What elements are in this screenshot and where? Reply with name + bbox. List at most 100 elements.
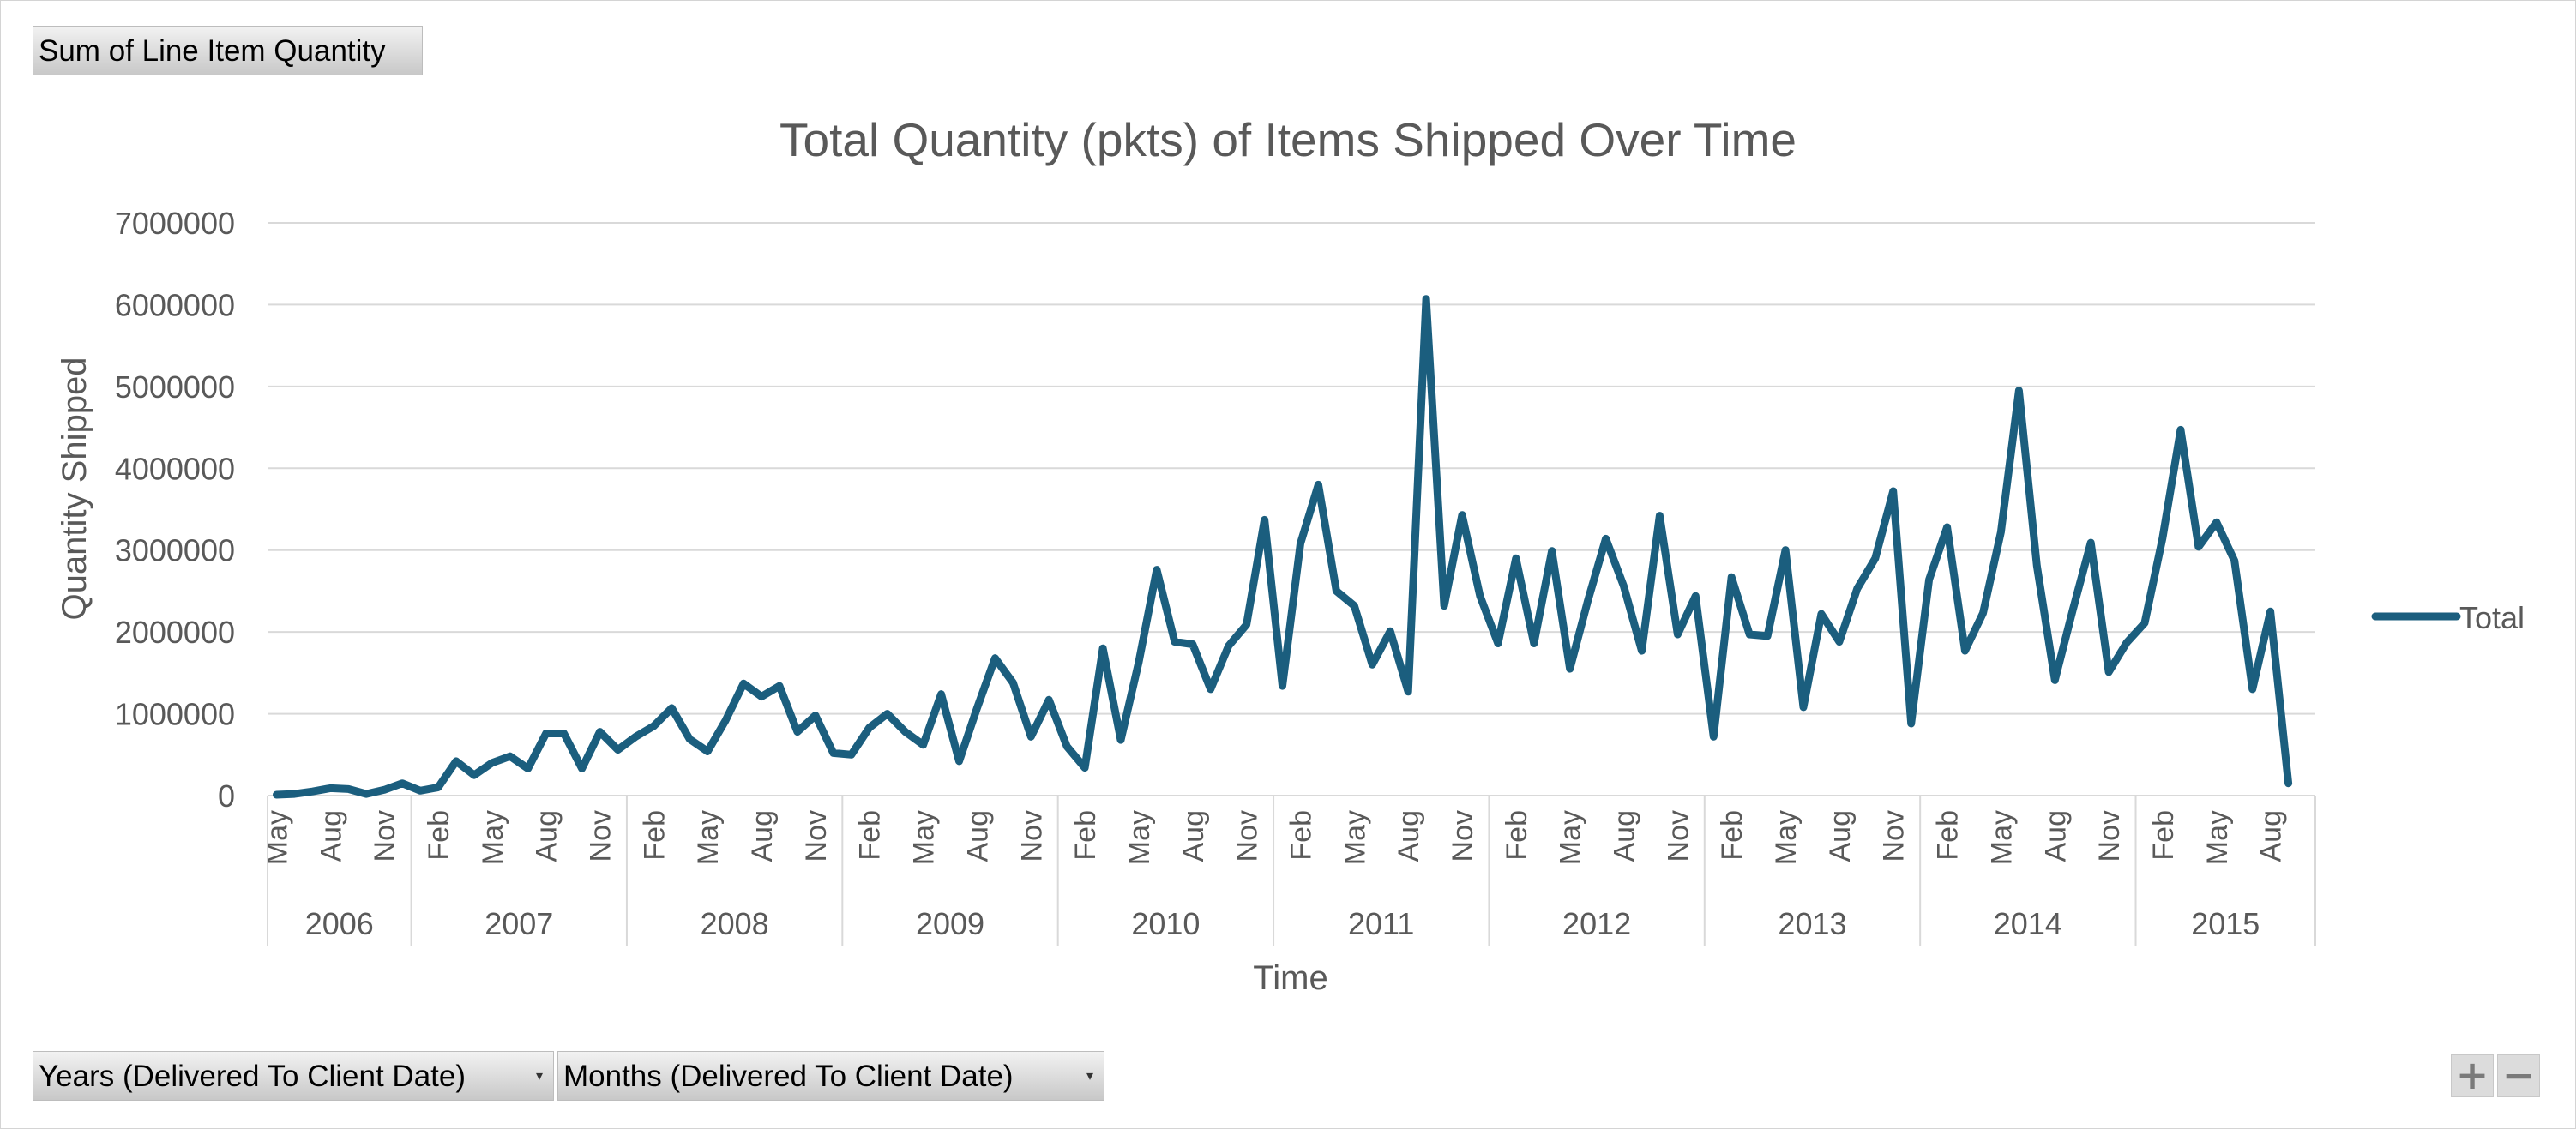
legend-label-total: Total (2459, 600, 2525, 635)
data-point (364, 792, 369, 796)
data-point (2232, 559, 2236, 563)
data-point (472, 773, 476, 778)
month-tick-label: Feb (638, 810, 671, 861)
data-point (454, 759, 458, 763)
dropdown-arrow-icon[interactable]: ▾ (1086, 1069, 1093, 1084)
data-point (2196, 544, 2200, 549)
y-tick-label: 6000000 (115, 287, 235, 322)
data-point (1352, 604, 1357, 608)
data-point (867, 725, 871, 730)
data-point (1855, 586, 1859, 591)
data-point (1047, 698, 1051, 702)
month-tick-label: May (1339, 810, 1371, 865)
data-point (885, 712, 889, 716)
data-point (1029, 735, 1033, 739)
data-point (1370, 663, 1375, 667)
month-tick-label: May (261, 810, 293, 865)
data-point (1496, 641, 1500, 646)
legend: Total (2371, 600, 2525, 635)
data-point (1226, 644, 1231, 648)
collapse-field-button[interactable]: − (2497, 1054, 2540, 1097)
data-point (2035, 563, 2039, 568)
data-point (1083, 766, 1087, 770)
data-point (562, 731, 566, 736)
series-line-total (273, 295, 2293, 799)
month-tick-label: Aug (1177, 810, 1210, 862)
data-point (1819, 612, 1823, 616)
data-point (742, 682, 746, 686)
y-tick-label: 3000000 (115, 533, 235, 568)
data-point (1748, 633, 1752, 636)
data-point (2125, 640, 2129, 645)
year-tick-label: 2012 (1562, 906, 1631, 941)
value-field-button[interactable]: Sum of Line Item Quantity (33, 26, 423, 75)
data-point (1730, 575, 1734, 580)
data-point (993, 656, 997, 660)
month-tick-label: Feb (2147, 810, 2180, 861)
data-point (2143, 621, 2146, 625)
data-point (2178, 428, 2182, 432)
data-point (1065, 744, 1069, 748)
data-point (1784, 548, 1788, 552)
data-point (2017, 388, 2021, 393)
year-tick-label: 2007 (485, 906, 553, 941)
data-point (706, 749, 710, 754)
data-point (1963, 649, 1967, 653)
data-point (1280, 684, 1285, 688)
month-tick-label: Feb (1716, 810, 1748, 861)
data-point (1658, 513, 1662, 518)
data-point (616, 748, 620, 752)
data-point (831, 751, 835, 755)
data-point (310, 790, 315, 794)
month-tick-label: Nov (2093, 810, 2126, 862)
data-point (1190, 642, 1195, 646)
data-point (634, 735, 638, 739)
month-tick-label: Nov (1231, 810, 1264, 862)
data-point (580, 766, 584, 771)
data-point (1909, 722, 1913, 725)
data-point (670, 706, 674, 710)
months-axis-field-button[interactable]: Months (Delivered To Client Date) ▾ (557, 1051, 1104, 1101)
month-tick-label: May (1555, 810, 1587, 865)
data-point (1514, 556, 1518, 561)
y-axis-tick-labels: 0 1000000 2000000 3000000 4000000 5000000 6000… (115, 206, 235, 814)
data-point (1442, 604, 1447, 608)
expand-field-button[interactable]: + (2451, 1054, 2494, 1097)
data-point (1640, 649, 1644, 653)
month-tick-label: May (1123, 810, 1156, 865)
data-point (795, 730, 799, 734)
years-axis-field-button[interactable]: Years (Delivered To Client Date) ▾ (33, 1051, 554, 1101)
year-tick-label: 2009 (916, 906, 984, 941)
data-point (1262, 518, 1267, 522)
data-point (1460, 513, 1464, 517)
data-point (1136, 660, 1141, 664)
y-tick-label: 2000000 (115, 615, 235, 650)
data-point (1011, 681, 1015, 685)
month-tick-label: Nov (1015, 810, 1048, 862)
data-point (1873, 556, 1877, 561)
month-tick-label: Aug (1609, 810, 1641, 862)
data-point (328, 786, 333, 790)
month-tick-label: Feb (854, 810, 887, 861)
data-point (1154, 568, 1159, 572)
data-point (1586, 598, 1590, 603)
data-point (688, 737, 692, 742)
data-point (1172, 640, 1177, 644)
data-point (1676, 633, 1680, 636)
month-tick-label: Nov (800, 810, 833, 862)
data-point (1298, 542, 1303, 546)
dropdown-arrow-icon[interactable]: ▾ (535, 1069, 543, 1084)
data-point (1388, 629, 1393, 634)
data-point (1316, 483, 1321, 487)
data-point (1712, 735, 1716, 739)
month-tick-label: Feb (423, 810, 455, 861)
data-point (1532, 641, 1536, 646)
month-tick-label: Feb (1069, 810, 1102, 861)
month-tick-label: Aug (2255, 810, 2288, 862)
data-point (1945, 525, 1949, 529)
month-tick-label: May (908, 810, 941, 865)
data-point (1837, 640, 1841, 644)
month-tick-label: Aug (1824, 810, 1857, 862)
month-tick-label: Nov (1878, 810, 1911, 862)
